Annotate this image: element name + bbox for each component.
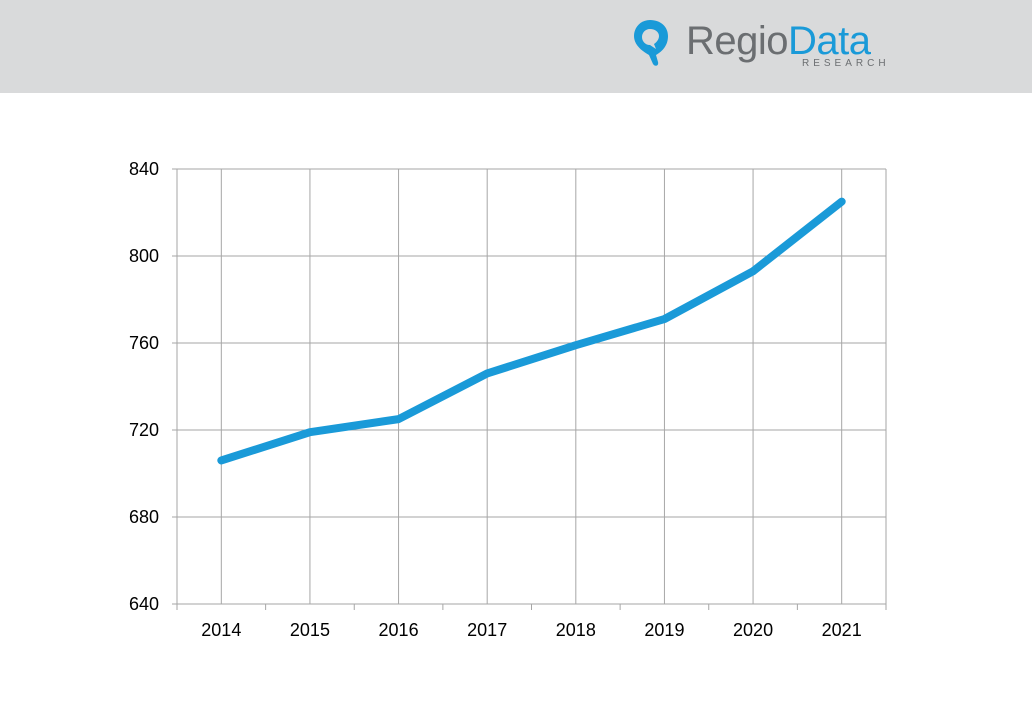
data-point xyxy=(574,344,577,347)
y-tick-label: 800 xyxy=(129,246,159,266)
series-line xyxy=(217,197,846,465)
x-tick-label: 2020 xyxy=(733,620,773,640)
x-tick-label: 2015 xyxy=(290,620,330,640)
brand-name-part2: Data xyxy=(788,19,871,63)
y-tick-label: 760 xyxy=(129,333,159,353)
brand-name-part1: Regio xyxy=(686,19,789,63)
x-tick-label: 2017 xyxy=(467,620,507,640)
data-point xyxy=(220,459,223,462)
header-bar: RegioData RESEARCH xyxy=(0,0,1032,93)
line-chart: 640 680 720 760 800 840 2014 2015 2016 2017 2018 20… xyxy=(129,159,887,640)
x-tick-label: 2016 xyxy=(379,620,419,640)
x-tick-label: 2014 xyxy=(201,620,241,640)
x-tick-label: 2021 xyxy=(822,620,862,640)
location-pin-icon xyxy=(634,20,668,66)
data-point xyxy=(840,200,843,203)
data-point xyxy=(397,418,400,421)
brand-name: RegioData xyxy=(686,19,871,63)
y-tick-label: 640 xyxy=(129,594,159,614)
y-tick-label: 680 xyxy=(129,507,159,527)
x-tick-label: 2018 xyxy=(556,620,596,640)
brand-logo: RegioData RESEARCH xyxy=(632,16,902,76)
x-tick-label: 2019 xyxy=(644,620,684,640)
y-tick-label: 720 xyxy=(129,420,159,440)
data-point xyxy=(308,431,311,434)
data-point xyxy=(663,318,666,321)
y-tick-label: 840 xyxy=(129,159,159,179)
data-point xyxy=(752,270,755,273)
brand-subtitle: RESEARCH xyxy=(802,58,890,69)
data-point xyxy=(486,372,489,375)
